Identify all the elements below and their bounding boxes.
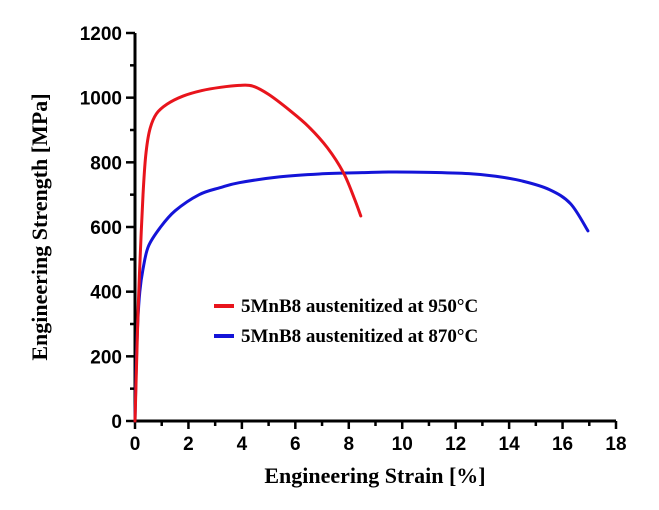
y-tick-label: 400 [90,283,122,304]
legend: 5MnB8 austenitized at 950°C 5MnB8 austeni… [214,296,478,347]
y-tick-label: 1200 [80,24,122,45]
series-line-950c [133,83,363,423]
axes: 0 2 4 6 8 10 12 14 16 18 0 200 400 600 800 1000 1200 [80,24,627,455]
x-tick-label: 10 [392,434,413,455]
x-tick-label: 18 [605,434,626,455]
y-tick-label: 800 [90,153,122,174]
series-line-870c [133,170,590,423]
series-layer [133,83,590,423]
x-tick-label: 2 [183,434,194,455]
x-tick-label: 12 [445,434,466,455]
y-tick-label: 600 [90,218,122,239]
y-tick-label: 0 [111,412,122,433]
legend-label: 5MnB8 austenitized at 950°C [241,296,478,317]
x-tick-label: 14 [499,434,521,455]
y-axis-title: Engineering Strength [MPa] [27,93,52,360]
x-tick-label: 4 [237,434,248,455]
x-tick-label: 16 [552,434,573,455]
y-tick-label: 1000 [80,89,122,110]
x-tick-label: 8 [343,434,354,455]
y-tick-label: 200 [90,347,122,368]
legend-label: 5MnB8 austenitized at 870°C [241,326,478,347]
x-tick-label: 0 [130,434,141,455]
x-tick-label: 6 [290,434,301,455]
x-axis-title: Engineering Strain [%] [264,463,485,488]
